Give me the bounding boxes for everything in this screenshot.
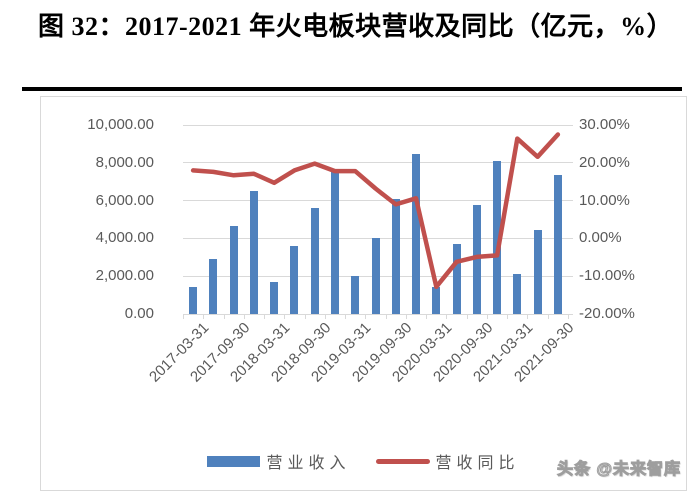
x-axis-tick — [547, 314, 549, 319]
legend-line-swatch — [375, 458, 430, 464]
gridline — [183, 162, 568, 164]
right-axis-tick — [568, 200, 573, 202]
bar — [513, 273, 522, 314]
bar — [310, 207, 319, 314]
bar — [249, 190, 258, 314]
bar — [533, 230, 542, 314]
y-axis-label-left: 8,000.00 — [95, 153, 154, 171]
bar — [371, 238, 380, 314]
y-axis-label-left: 10,000.00 — [87, 116, 154, 133]
x-axis-tick — [243, 314, 245, 319]
right-axis-tick — [568, 313, 573, 315]
figure-title: 图 32：2017-2021 年火电板块营收及同比（亿元，%） — [38, 12, 674, 41]
bar — [270, 282, 279, 314]
legend-item-yoy: 营收同比 — [375, 449, 520, 473]
x-axis-tick — [466, 314, 468, 319]
y-axis-label-right: -10.00% — [579, 267, 635, 285]
bar — [229, 225, 238, 314]
gridline — [183, 200, 568, 202]
y-axis-label-left: 4,000.00 — [95, 229, 154, 247]
x-axis-tick — [223, 314, 225, 319]
right-axis-tick — [568, 124, 573, 126]
x-axis-tick — [365, 314, 367, 319]
legend-bar-swatch — [207, 455, 261, 467]
x-axis-tick — [284, 314, 286, 319]
y-axis-label-right: 0.00% — [579, 229, 622, 247]
x-axis-tick — [426, 314, 428, 319]
line-series — [190, 132, 561, 290]
x-axis-tick — [486, 314, 488, 319]
bar — [493, 160, 502, 314]
y-axis-label-right: 10.00% — [579, 191, 630, 209]
x-axis-tick — [304, 314, 306, 319]
bar — [189, 286, 198, 314]
bar — [351, 276, 360, 314]
bar — [452, 244, 461, 314]
y-axis-label-left: 0.00 — [124, 305, 154, 322]
watermark: 头条 @未来智库 — [556, 461, 681, 479]
right-axis-tick — [568, 237, 573, 239]
x-axis-tick — [324, 314, 326, 319]
right-axis-tick — [568, 275, 573, 277]
bar — [209, 258, 218, 314]
title-divider — [22, 87, 682, 91]
bar — [412, 154, 421, 314]
bar — [391, 199, 400, 314]
legend-item-revenue: 营业收入 — [207, 449, 350, 473]
x-axis-tick — [345, 314, 347, 319]
bar — [432, 286, 441, 314]
x-axis-tick — [203, 314, 205, 319]
x-axis-tick — [446, 314, 448, 319]
gridline — [183, 124, 568, 126]
y-axis-label-left: 2,000.00 — [95, 267, 154, 285]
x-axis-tick — [264, 314, 266, 319]
y-axis-label-right: 20.00% — [579, 153, 630, 171]
bar — [290, 246, 299, 314]
x-axis-tick — [568, 314, 569, 319]
x-axis-tick — [405, 314, 407, 319]
x-axis-tick — [507, 314, 509, 319]
bar — [472, 205, 481, 314]
legend-label: 营业收入 — [266, 455, 351, 472]
x-axis-tick — [527, 314, 529, 319]
right-axis-tick — [568, 162, 573, 164]
x-axis-tick — [385, 314, 387, 319]
gridline — [183, 313, 568, 315]
legend: 营业收入 营收同比 — [41, 449, 686, 473]
yoy-line — [190, 132, 561, 290]
y-axis-label-left: 6,000.00 — [95, 191, 154, 209]
y-axis-label-right: -20.00% — [579, 305, 635, 322]
bar — [330, 172, 339, 314]
legend-label: 营收同比 — [435, 455, 520, 472]
x-axis-tick — [183, 314, 184, 319]
chart-panel: 10,000.00 8,000.00 6,000.00 4,000.00 2,000.0… — [40, 96, 687, 491]
bar — [553, 175, 562, 314]
y-axis-label-right: 30.00% — [579, 116, 630, 133]
